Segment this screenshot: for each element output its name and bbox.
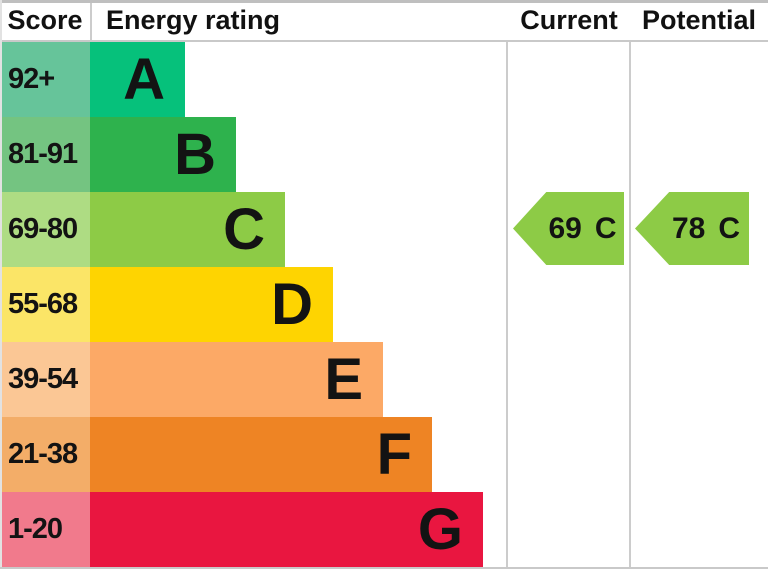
rating-bar: B bbox=[90, 117, 236, 192]
score-cell: 21-38 bbox=[0, 417, 90, 492]
rating-bar: F bbox=[90, 417, 432, 492]
potential-column-header: Potential bbox=[641, 4, 756, 35]
energy-rating-header: Energy rating bbox=[106, 4, 281, 35]
grid-line-potential bbox=[629, 0, 631, 567]
current-column-header: Current bbox=[520, 4, 618, 35]
epc-band-row: 1-20 G bbox=[0, 492, 768, 567]
rating-bar: G bbox=[90, 492, 483, 567]
score-range-label: 92+ bbox=[8, 63, 55, 95]
band-letter: B bbox=[174, 121, 216, 187]
epc-band-row: 92+ A bbox=[0, 42, 768, 117]
band-letter: D bbox=[271, 271, 313, 337]
score-range-label: 69-80 bbox=[8, 213, 78, 245]
epc-band-row: 81-91 B bbox=[0, 117, 768, 192]
score-range-label: 39-54 bbox=[8, 363, 78, 395]
score-cell: 69-80 bbox=[0, 192, 90, 267]
band-letter: E bbox=[324, 346, 363, 412]
score-cell: 92+ bbox=[0, 42, 90, 117]
left-border bbox=[0, 0, 2, 568]
rating-bar: C bbox=[90, 192, 285, 267]
score-cell: 81-91 bbox=[0, 117, 90, 192]
potential-rating-letter: C bbox=[718, 211, 741, 245]
bottom-border bbox=[0, 567, 768, 569]
band-letter: C bbox=[223, 196, 265, 262]
score-range-label: 1-20 bbox=[8, 513, 63, 545]
score-cell: 55-68 bbox=[0, 267, 90, 342]
current-rating-letter: C bbox=[594, 211, 617, 245]
epc-band-row: 55-68 D bbox=[0, 267, 768, 342]
band-letter: G bbox=[417, 496, 463, 562]
chart-header: Score Energy rating Current Potential bbox=[0, 0, 768, 42]
grid-line-score bbox=[90, 0, 92, 40]
score-column-header: Score bbox=[7, 4, 83, 35]
score-range-label: 21-38 bbox=[8, 438, 78, 470]
epc-band-row: 69-80 C bbox=[0, 192, 768, 267]
potential-score-value: 78 bbox=[671, 211, 706, 245]
score-cell: 39-54 bbox=[0, 342, 90, 417]
score-cell: 1-20 bbox=[0, 492, 90, 567]
rating-bar: E bbox=[90, 342, 383, 417]
grid-line-current bbox=[506, 0, 508, 567]
band-letter: F bbox=[376, 421, 412, 487]
rating-bar: A bbox=[90, 42, 185, 117]
score-range-label: 55-68 bbox=[8, 288, 78, 320]
band-letter: A bbox=[123, 46, 165, 112]
rating-bar: D bbox=[90, 267, 333, 342]
score-range-label: 81-91 bbox=[8, 138, 78, 170]
epc-band-row: 21-38 F bbox=[0, 417, 768, 492]
current-score-value: 69 bbox=[548, 211, 582, 245]
top-border bbox=[0, 0, 768, 3]
rating-bands: 92+ A 81-91 B 69-80 C 55-68 D 39-54 E 21… bbox=[0, 42, 768, 567]
epc-band-row: 39-54 E bbox=[0, 342, 768, 417]
